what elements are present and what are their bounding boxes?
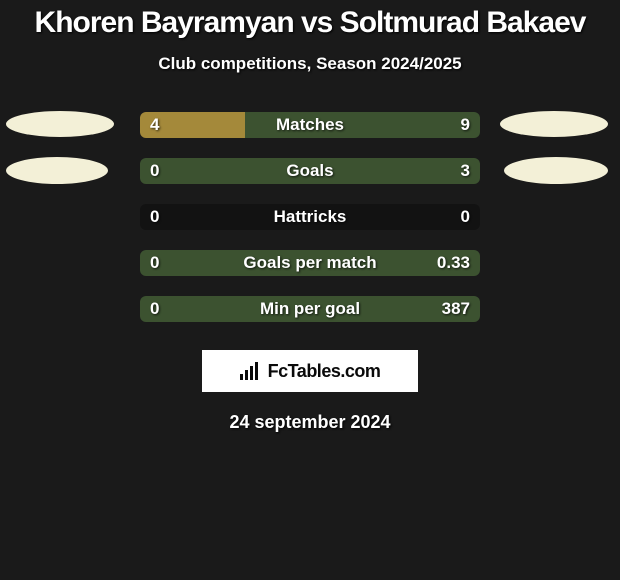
team-ellipse-right [500, 111, 608, 137]
stat-value-left: 0 [150, 161, 159, 181]
stat-value-right: 3 [461, 161, 470, 181]
bar-chart-icon [240, 362, 262, 380]
team-ellipse-right [504, 157, 608, 184]
brand-text: FcTables.com [268, 361, 381, 382]
stat-bar: 0 387 Min per goal [140, 296, 480, 322]
stat-label: Goals per match [243, 253, 376, 273]
stat-value-left: 0 [150, 253, 159, 273]
stat-bar: 4 9 Matches [140, 112, 480, 138]
stat-bar: 0 0.33 Goals per match [140, 250, 480, 276]
stat-value-right: 9 [461, 115, 470, 135]
stat-value-right: 387 [442, 299, 470, 319]
stat-label: Matches [276, 115, 344, 135]
stat-label: Hattricks [274, 207, 347, 227]
stat-bar: 0 3 Goals [140, 158, 480, 184]
stat-label: Min per goal [260, 299, 360, 319]
stat-value-left: 0 [150, 207, 159, 227]
stat-label: Goals [286, 161, 333, 181]
stat-row: 0 3 Goals [0, 148, 620, 194]
stat-value-right: 0.33 [437, 253, 470, 273]
footer-date: 24 september 2024 [0, 412, 620, 433]
stat-row: 0 0.33 Goals per match [0, 240, 620, 286]
stat-rows: 4 9 Matches 0 3 Goals 0 0 Hattricks 0 0.33 Goals pe… [0, 102, 620, 332]
brand-badge: FcTables.com [202, 350, 418, 392]
page-title: Khoren Bayramyan vs Soltmurad Bakaev [0, 6, 620, 40]
stat-row: 0 387 Min per goal [0, 286, 620, 332]
stat-row: 0 0 Hattricks [0, 194, 620, 240]
stat-bar: 0 0 Hattricks [140, 204, 480, 230]
team-ellipse-left [6, 111, 114, 137]
stat-value-left: 4 [150, 115, 159, 135]
subtitle: Club competitions, Season 2024/2025 [0, 54, 620, 74]
team-ellipse-left [6, 157, 108, 184]
stat-row: 4 9 Matches [0, 102, 620, 148]
stat-value-left: 0 [150, 299, 159, 319]
comparison-infographic: Khoren Bayramyan vs Soltmurad Bakaev Clu… [0, 0, 620, 433]
stat-value-right: 0 [461, 207, 470, 227]
